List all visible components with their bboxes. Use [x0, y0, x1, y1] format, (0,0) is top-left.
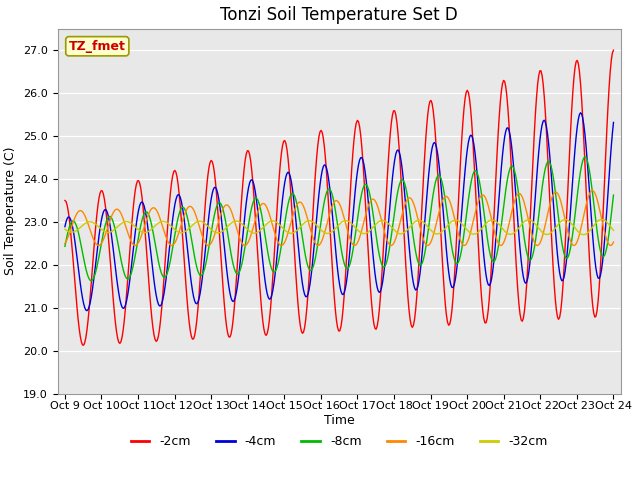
-32cm: [580, 232, 588, 238]
Text: TZ_fmet: TZ_fmet: [69, 40, 125, 53]
-16cm: [358, 228, 365, 233]
Line: -32cm: -32cm: [65, 219, 614, 235]
-32cm: [325, 230, 333, 236]
-8cm: [598, 253, 606, 259]
-32cm: [598, 216, 606, 222]
-4cm: [577, 110, 584, 116]
-2cm: [80, 342, 88, 348]
-16cm: [610, 239, 618, 245]
-8cm: [88, 278, 95, 284]
-32cm: [388, 224, 396, 230]
-4cm: [83, 308, 91, 313]
-2cm: [323, 170, 330, 176]
-4cm: [326, 186, 333, 192]
Line: -2cm: -2cm: [65, 50, 614, 345]
-8cm: [326, 186, 333, 192]
-2cm: [359, 157, 367, 163]
-16cm: [512, 195, 520, 201]
-32cm: [322, 230, 330, 236]
-2cm: [598, 246, 605, 252]
-8cm: [323, 190, 330, 195]
-2cm: [61, 198, 68, 204]
-4cm: [512, 190, 520, 195]
-2cm: [388, 112, 396, 118]
-4cm: [323, 165, 330, 171]
-8cm: [388, 224, 396, 230]
Y-axis label: Soil Temperature (C): Soil Temperature (C): [4, 147, 17, 276]
Legend: -2cm, -4cm, -8cm, -16cm, -32cm: -2cm, -4cm, -8cm, -16cm, -32cm: [125, 430, 553, 453]
Line: -16cm: -16cm: [65, 191, 614, 246]
-4cm: [359, 157, 367, 163]
-32cm: [61, 227, 68, 232]
-8cm: [61, 243, 68, 249]
-16cm: [388, 242, 396, 248]
-4cm: [61, 224, 68, 229]
-8cm: [610, 192, 618, 198]
Title: Tonzi Soil Temperature Set D: Tonzi Soil Temperature Set D: [220, 6, 458, 24]
-16cm: [598, 220, 606, 226]
-4cm: [388, 174, 396, 180]
-16cm: [325, 214, 333, 220]
-32cm: [358, 230, 365, 236]
-2cm: [512, 252, 520, 258]
-32cm: [610, 228, 618, 233]
-8cm: [359, 186, 367, 192]
Line: -4cm: -4cm: [65, 113, 614, 311]
-16cm: [61, 240, 68, 246]
-16cm: [322, 227, 330, 232]
Line: -8cm: -8cm: [65, 157, 614, 281]
-4cm: [610, 120, 618, 125]
-8cm: [581, 154, 589, 160]
-2cm: [326, 224, 333, 229]
-32cm: [511, 229, 518, 235]
X-axis label: Time: Time: [324, 414, 355, 427]
-8cm: [512, 173, 520, 179]
-2cm: [610, 48, 618, 53]
-16cm: [424, 243, 431, 249]
-32cm: [598, 216, 605, 222]
-4cm: [598, 260, 606, 265]
-16cm: [589, 188, 596, 193]
